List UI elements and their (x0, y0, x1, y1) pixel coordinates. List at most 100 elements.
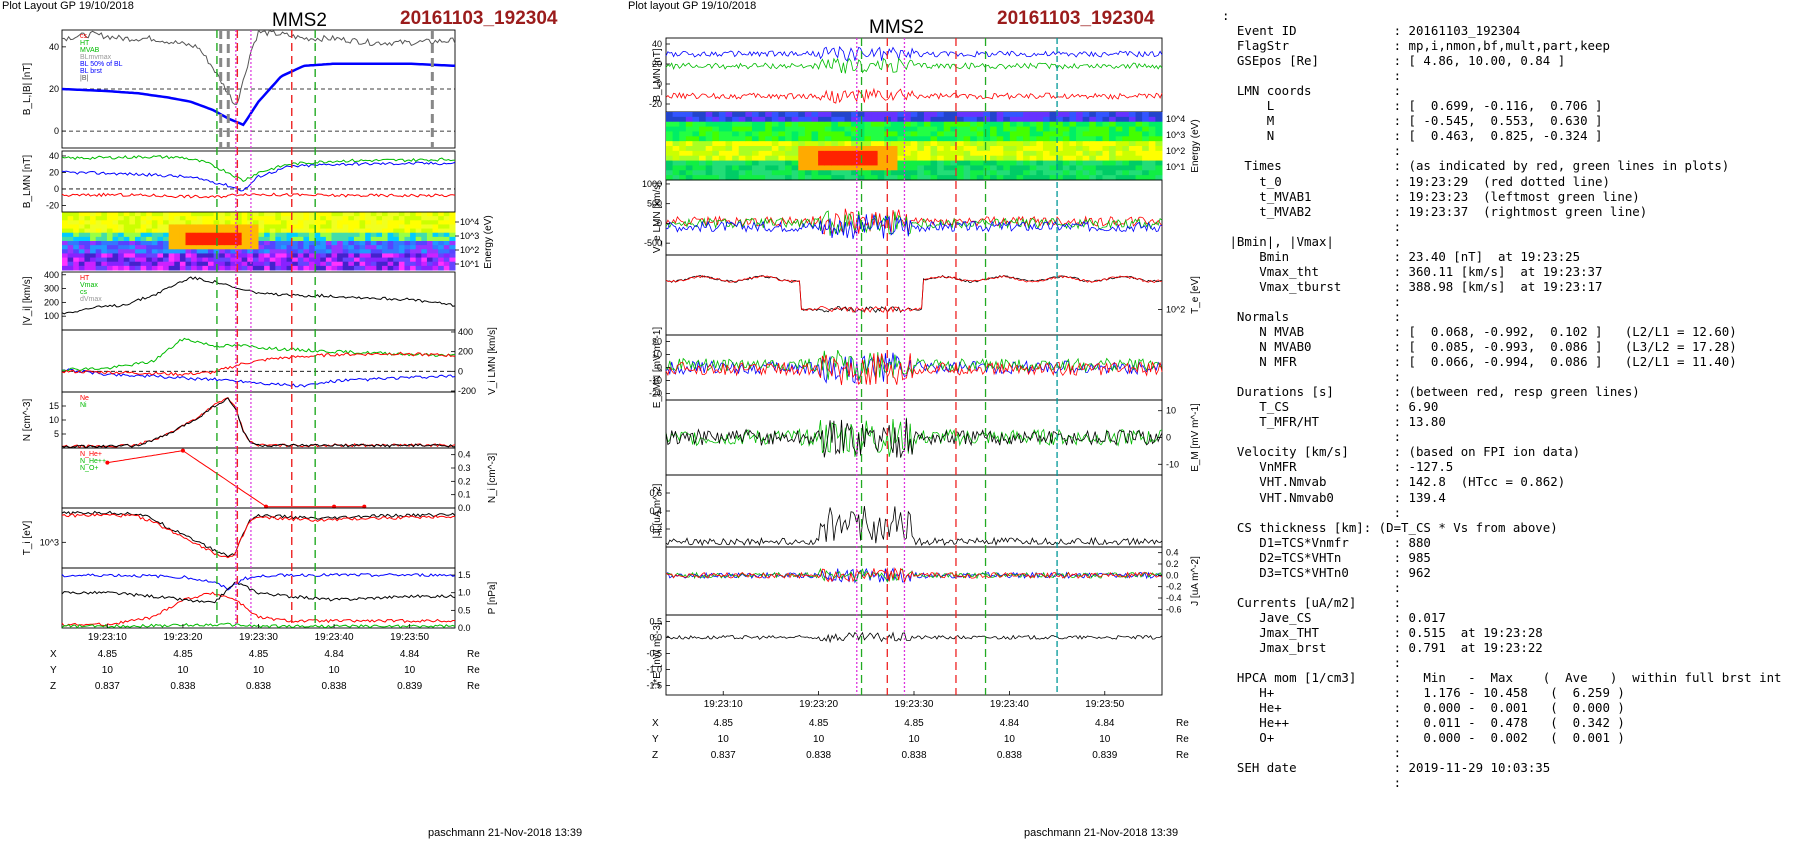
heatmap-cell (174, 253, 181, 259)
heatmap-cell (699, 146, 707, 152)
heatmap-cell (449, 257, 456, 263)
y-tick-label: -0.2 (1166, 582, 1182, 592)
heatmap-cell (67, 212, 74, 217)
heatmap-cell (219, 253, 226, 259)
heatmap-cell (1056, 160, 1064, 166)
info-line: He++ : 0.011 - 0.478 ( 0.342 ) (1222, 715, 1625, 731)
y-tick-label: 0.0 (458, 503, 471, 513)
heatmap-cell (1009, 116, 1018, 123)
info-line: Vmax_tht : 360.11 [km/s] at 19:23:37 (1222, 263, 1603, 279)
heatmap-cell (1069, 136, 1077, 142)
heatmap-cell (309, 236, 316, 242)
heatmap-cell (811, 175, 819, 181)
heatmap-cell (1062, 170, 1070, 176)
info-line: H+ : 1.176 - 10.458 ( 6.259 ) (1222, 685, 1625, 701)
heatmap-cell (751, 155, 760, 162)
heatmap-cell (151, 232, 158, 238)
heatmap-cell (1003, 175, 1011, 181)
heatmap-cell (1135, 112, 1143, 118)
heatmap-cell (910, 121, 918, 128)
heatmap-cell (917, 121, 925, 128)
heatmap-cell (976, 141, 984, 147)
heatmap-cell (1115, 155, 1123, 162)
heatmap-cell (410, 236, 417, 242)
heatmap-cell (101, 232, 108, 238)
y-tick-label: 1000 (642, 179, 662, 189)
heatmap-cell (196, 232, 203, 238)
heatmap-cell (1109, 121, 1117, 128)
info-line: : (1222, 218, 1402, 234)
heatmap-cell (732, 160, 740, 166)
heatmap-cell (426, 257, 434, 263)
heatmap-cell (286, 216, 293, 221)
heatmap-cell (146, 245, 153, 250)
heatmap-cell (824, 141, 832, 147)
heatmap-cell (196, 245, 203, 250)
heatmap-cell (421, 220, 428, 225)
heatmap-cell (837, 160, 846, 166)
heatmap-cell (791, 121, 799, 128)
ephemeris-value: 0.838 (997, 750, 1022, 761)
heatmap-cell (699, 112, 707, 118)
heatmap-cell (219, 216, 226, 221)
heatmap-cell (804, 116, 812, 123)
heatmap-cell (1135, 160, 1143, 166)
heatmap-cell (280, 249, 288, 254)
heatmap-cell (174, 261, 181, 267)
heatmap-cell (309, 261, 316, 267)
heatmap-cell (666, 126, 674, 132)
heatmap-cell (106, 249, 114, 254)
heatmap-cell (67, 228, 74, 234)
heatmap-cell (258, 232, 265, 238)
heatmap-cell (950, 150, 958, 157)
heatmap-cell (337, 220, 344, 225)
heatmap-cell (376, 228, 383, 234)
heatmap-cell (1142, 150, 1150, 157)
heatmap-cell (269, 224, 276, 230)
heatmap-cell (818, 141, 826, 147)
y-axis-label: T_i [eV] (22, 521, 33, 556)
heatmap-cell (382, 253, 389, 259)
heatmap-cell (857, 121, 865, 128)
heatmap-cell (745, 121, 753, 128)
panel-frame (61, 567, 456, 629)
heatmap-cell (1155, 155, 1163, 162)
heatmap-cell (910, 170, 918, 176)
heatmap-cell (837, 146, 846, 152)
heatmap-cell (1023, 160, 1031, 166)
heatmap-cell (1122, 155, 1130, 162)
heatmap-cell (297, 249, 304, 254)
info-line: Currents [uA/m2] : (1222, 594, 1402, 610)
heatmap-cell (950, 175, 958, 181)
heatmap-cell (1036, 131, 1044, 137)
heatmap-cell (275, 249, 282, 254)
ephemeris-value: 4.85 (713, 718, 733, 729)
heatmap-cell (207, 228, 215, 234)
heatmap-cell (976, 131, 984, 137)
heatmap-cell (956, 112, 965, 118)
heatmap-cell (685, 155, 693, 162)
heatmap-cell (930, 112, 938, 118)
heatmap-cell (404, 249, 411, 254)
heatmap-cell (348, 232, 355, 238)
heatmap-cell (943, 170, 951, 176)
heatmap-cell (146, 228, 153, 234)
heatmap-cell (1109, 131, 1117, 137)
heatmap-cell (449, 261, 456, 267)
series-line-T_par (61, 510, 456, 558)
heatmap-cell (818, 160, 826, 166)
heatmap-cell (191, 245, 198, 250)
heatmap-cell (426, 236, 434, 242)
heatmap-cell (983, 136, 991, 142)
heatmap-cell (1036, 121, 1044, 128)
heatmap-cell (78, 212, 85, 217)
heatmap-cell (449, 241, 456, 246)
y-axis-label: N_i [cm^-3] (487, 453, 498, 503)
heatmap-cell (449, 228, 456, 234)
y-tick-label: 10 (1166, 406, 1176, 416)
heatmap-cell (871, 126, 879, 132)
heatmap-cell (890, 126, 898, 132)
heatmap-cell (146, 212, 153, 217)
heatmap-cell (970, 141, 978, 147)
heatmap-cell (672, 121, 680, 128)
